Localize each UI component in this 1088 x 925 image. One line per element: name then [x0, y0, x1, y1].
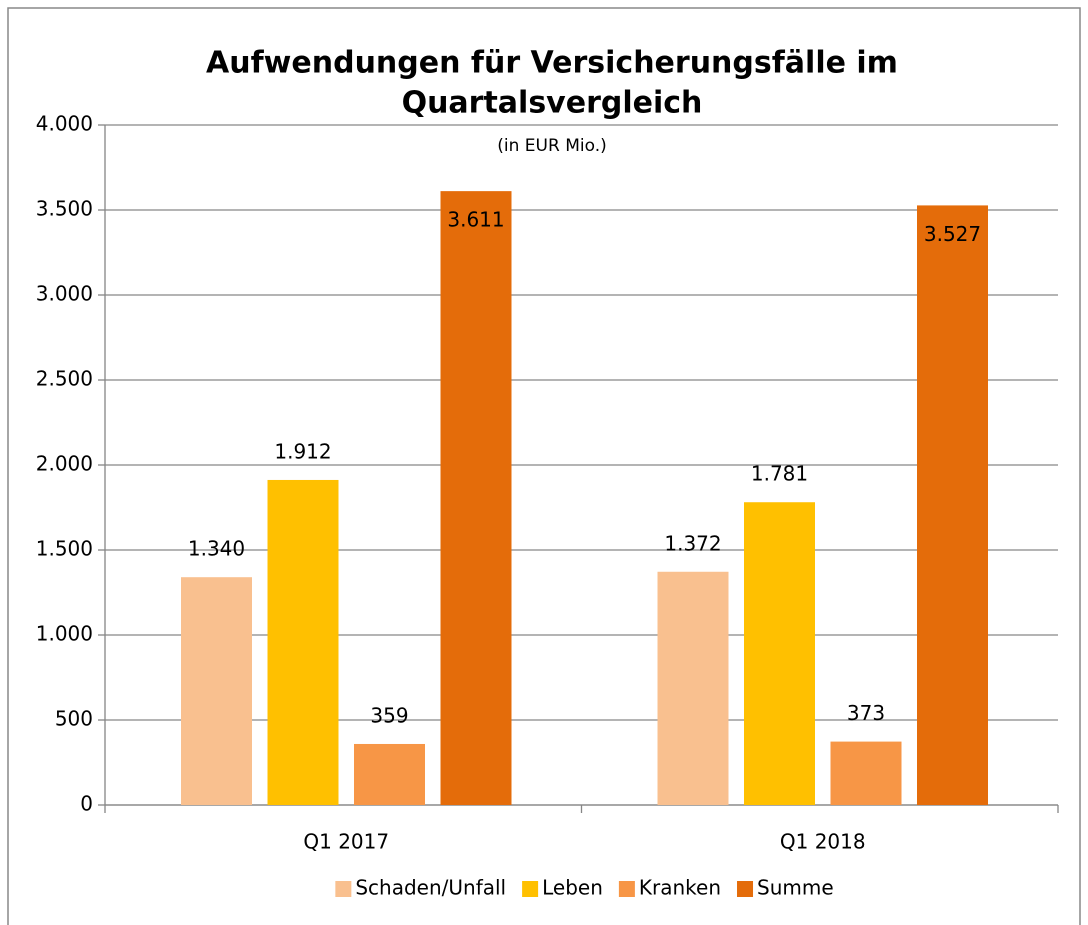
- legend-swatch: [618, 881, 635, 897]
- y-tick-label: 500: [55, 707, 93, 731]
- y-tick-label: 0: [80, 792, 93, 816]
- x-tick-label: Q1 2017: [303, 830, 389, 854]
- y-tick-label: 3.000: [36, 282, 93, 306]
- data-label: 359: [370, 703, 408, 727]
- data-label: 3.611: [447, 208, 504, 232]
- data-label: 1.340: [188, 537, 245, 561]
- bar: [657, 571, 729, 805]
- y-tick-label: 1.500: [36, 537, 93, 561]
- y-tick-label: 3.500: [36, 197, 93, 221]
- bar: [181, 577, 252, 805]
- legend-swatch: [737, 881, 754, 897]
- bar: [917, 205, 988, 805]
- bar: [830, 741, 902, 805]
- legend-label: Summe: [757, 876, 834, 900]
- bar: [267, 479, 339, 805]
- legend-label: Kranken: [639, 876, 721, 900]
- y-tick-label: 2.000: [36, 452, 93, 476]
- y-tick-label: 2.500: [36, 367, 93, 391]
- legend-label: Leben: [542, 876, 603, 900]
- data-label: 1.912: [274, 439, 331, 463]
- data-label: 1.372: [664, 531, 721, 555]
- y-tick-label: 4.000: [36, 112, 93, 136]
- data-label: 373: [847, 701, 885, 725]
- x-tick-label: Q1 2018: [780, 830, 866, 854]
- bar: [744, 502, 815, 805]
- bar: [354, 743, 425, 805]
- bar: [440, 191, 512, 805]
- y-tick-label: 1.000: [36, 622, 93, 646]
- legend-label: Schaden/Unfall: [355, 876, 506, 900]
- data-label: 1.781: [751, 462, 808, 486]
- chart-title: Quartalsvergleich: [402, 86, 703, 121]
- legend-swatch: [522, 881, 539, 897]
- legend-swatch: [335, 881, 352, 897]
- chart-subtitle: (in EUR Mio.): [497, 136, 606, 156]
- data-label: 3.527: [924, 222, 981, 246]
- chart-title: Aufwendungen für Versicherungsfälle im: [206, 46, 898, 81]
